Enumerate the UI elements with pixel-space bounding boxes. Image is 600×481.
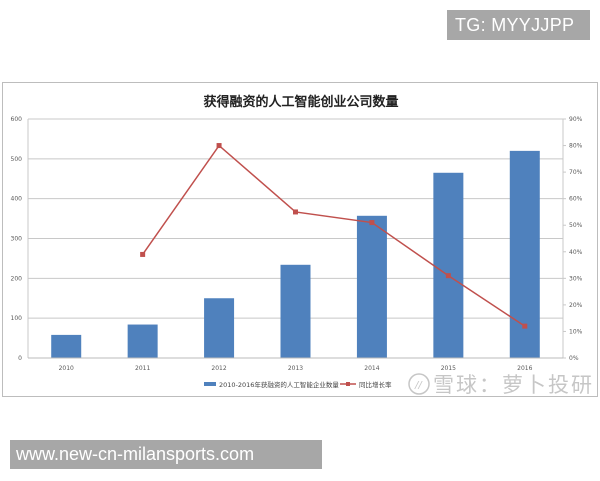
- watermark: // 雪球：萝卜投研: [408, 373, 594, 397]
- right-tick-label: 80%: [569, 143, 583, 150]
- right-tick-label: 50%: [569, 222, 583, 229]
- legend-line-label: 同比增长率: [359, 380, 392, 389]
- x-tick-label: 2011: [135, 365, 150, 372]
- line-marker: [445, 273, 451, 279]
- right-tick-label: 0%: [569, 355, 579, 362]
- x-tick-label: 2016: [517, 365, 532, 372]
- left-tick-label: 0: [18, 355, 22, 362]
- bar-2011: [127, 324, 158, 358]
- right-tick-label: 10%: [569, 328, 583, 335]
- right-tick-label: 70%: [569, 169, 583, 176]
- right-tick-label: 40%: [569, 249, 583, 256]
- left-y-axis: 0 100 200 300 400 500 600: [11, 116, 23, 362]
- x-tick-label: 2010: [59, 365, 74, 372]
- left-tick-label: 300: [11, 236, 23, 243]
- line-marker: [216, 143, 222, 149]
- url-banner: www.new-cn-milansports.com: [10, 440, 322, 469]
- right-y-axis: 0% 10% 20% 30% 40% 50% 60% 70% 80% 90%: [562, 116, 583, 362]
- left-tick-label: 200: [11, 275, 23, 282]
- svg-text://: //: [414, 380, 423, 391]
- line-marker: [522, 323, 528, 329]
- right-tick-label: 60%: [569, 196, 583, 203]
- tg-banner: TG: MYYJJPP: [447, 10, 590, 40]
- bar-2016: [509, 150, 540, 358]
- growth-line: [142, 144, 526, 327]
- bar-2014: [356, 215, 387, 358]
- legend: 2010-2016年获融资的人工智能企业数量 同比增长率: [204, 380, 392, 389]
- right-tick-label: 90%: [569, 116, 583, 123]
- x-tick-label: 2015: [441, 365, 456, 372]
- legend-bar-label: 2010-2016年获融资的人工智能企业数量: [219, 380, 339, 389]
- line-marker: [293, 209, 298, 215]
- legend-bar-swatch: [204, 382, 216, 386]
- snowball-logo-icon: [408, 373, 430, 395]
- x-tick-label: 2012: [211, 365, 226, 372]
- line-marker: [140, 251, 146, 257]
- left-tick-label: 500: [11, 156, 23, 163]
- bar-2015: [433, 172, 464, 358]
- line-series: [140, 143, 528, 329]
- bar-series: [51, 150, 540, 358]
- x-tick-label: 2014: [364, 365, 379, 372]
- chart-title: 获得融资的人工智能创业公司数量: [203, 94, 398, 110]
- bar-2013: [280, 264, 311, 358]
- x-axis: 2010 2011 2012 2013 2014 2015 2016: [28, 357, 563, 372]
- right-tick-label: 20%: [569, 302, 583, 309]
- bar-2012: [204, 298, 235, 358]
- legend-line-marker: [346, 382, 350, 386]
- chart-frame: 获得融资的人工智能创业公司数量 0 100 200 300 400 500 600 0% 10…: [2, 82, 598, 397]
- line-marker: [369, 220, 375, 226]
- bar-2010: [51, 334, 82, 358]
- left-tick-label: 100: [11, 315, 23, 322]
- left-tick-label: 400: [11, 196, 23, 203]
- left-tick-label: 600: [11, 116, 23, 123]
- x-tick-label: 2013: [288, 365, 303, 372]
- watermark-text: 雪球：萝卜投研: [433, 373, 594, 397]
- right-tick-label: 30%: [569, 275, 583, 282]
